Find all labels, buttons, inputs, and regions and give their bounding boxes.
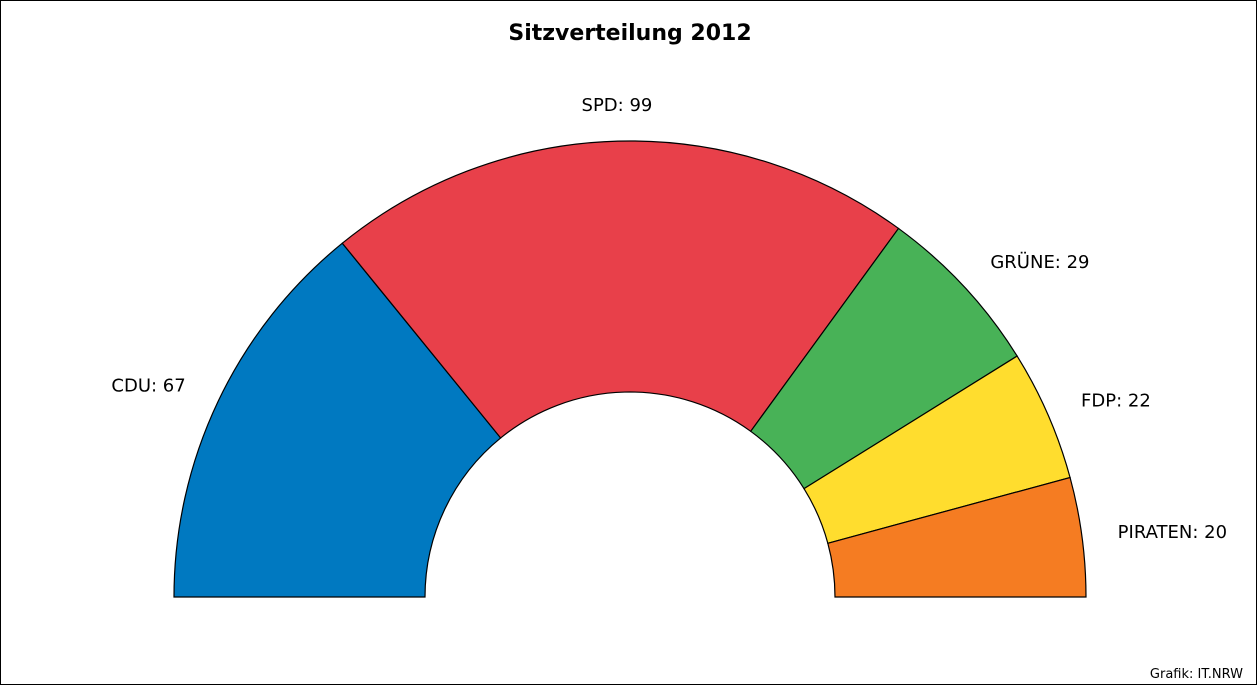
slices-group xyxy=(173,140,1087,598)
slice-label-gr-ne: GRÜNE: 29 xyxy=(990,251,1089,273)
slice-label-cdu: CDU: 67 xyxy=(111,376,185,397)
slice-cdu xyxy=(173,242,502,598)
slice-label-piraten: PIRATEN: 20 xyxy=(1118,522,1227,543)
slice-spd xyxy=(341,140,900,439)
chart-credit: Grafik: IT.NRW xyxy=(1150,667,1243,682)
labels-group: CDU: 67 SPD: 99 GRÜNE: 29 FDP: 22 PIRATEN: 2… xyxy=(111,95,1227,543)
chart-title: Sitzverteilung 2012 xyxy=(508,21,751,46)
slice-label-spd: SPD: 99 xyxy=(582,95,653,116)
slice-piraten xyxy=(827,476,1087,598)
slice-label-fdp: FDP: 22 xyxy=(1081,390,1151,411)
